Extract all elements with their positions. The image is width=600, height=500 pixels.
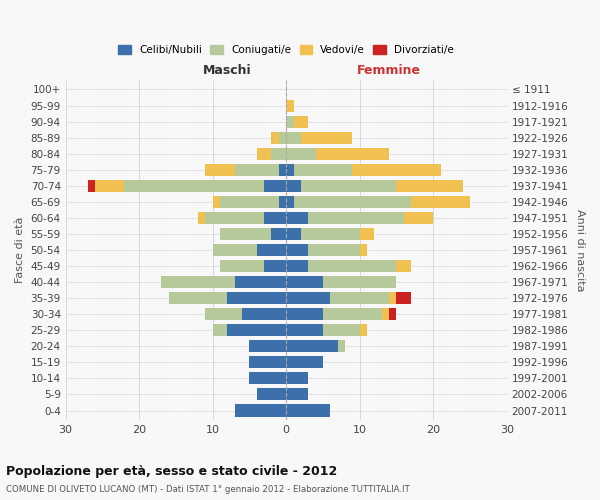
Bar — [286, 404, 331, 416]
Bar — [301, 180, 397, 192]
Bar — [352, 164, 440, 176]
Bar — [286, 132, 301, 143]
Bar — [293, 196, 411, 208]
Bar — [279, 196, 286, 208]
Bar — [250, 372, 286, 384]
Bar — [404, 212, 433, 224]
Bar — [257, 244, 286, 256]
Bar — [286, 116, 293, 128]
Bar — [264, 180, 286, 192]
Bar — [397, 260, 411, 272]
Bar — [286, 212, 308, 224]
Bar — [286, 340, 338, 352]
Bar — [286, 260, 308, 272]
Bar — [331, 292, 389, 304]
Bar — [308, 260, 397, 272]
Bar — [389, 292, 397, 304]
Bar — [227, 292, 286, 304]
Bar — [286, 292, 331, 304]
Bar — [308, 244, 360, 256]
Bar — [286, 196, 293, 208]
Bar — [301, 228, 360, 240]
Bar — [212, 244, 257, 256]
Bar — [286, 180, 301, 192]
Bar — [286, 308, 323, 320]
Bar — [212, 324, 227, 336]
Bar — [264, 260, 286, 272]
Bar — [279, 132, 286, 143]
Bar — [316, 148, 389, 160]
Bar — [95, 180, 124, 192]
Bar — [397, 292, 411, 304]
Bar — [338, 340, 345, 352]
Bar — [286, 388, 308, 400]
Bar — [360, 244, 367, 256]
Text: Maschi: Maschi — [203, 64, 251, 76]
Bar — [169, 292, 227, 304]
Bar — [286, 244, 308, 256]
Bar — [293, 116, 308, 128]
Text: Popolazione per età, sesso e stato civile - 2012: Popolazione per età, sesso e stato civil… — [6, 465, 337, 478]
Bar — [250, 356, 286, 368]
Legend: Celibi/Nubili, Coniugati/e, Vedovi/e, Divorziati/e: Celibi/Nubili, Coniugati/e, Vedovi/e, Di… — [114, 41, 458, 60]
Bar — [212, 196, 220, 208]
Bar — [220, 228, 271, 240]
Bar — [360, 228, 374, 240]
Bar — [205, 212, 264, 224]
Bar — [242, 308, 286, 320]
Bar — [286, 324, 323, 336]
Bar — [235, 164, 279, 176]
Bar — [301, 132, 352, 143]
Bar — [235, 276, 286, 288]
Bar — [198, 212, 205, 224]
Bar — [286, 228, 301, 240]
Bar — [308, 212, 404, 224]
Bar — [271, 148, 286, 160]
Bar — [124, 180, 264, 192]
Bar — [235, 404, 286, 416]
Text: Femmine: Femmine — [357, 64, 421, 76]
Bar — [286, 100, 293, 112]
Bar — [257, 388, 286, 400]
Bar — [220, 196, 279, 208]
Bar — [250, 340, 286, 352]
Bar — [286, 148, 316, 160]
Bar — [161, 276, 235, 288]
Bar — [271, 132, 279, 143]
Text: COMUNE DI OLIVETO LUCANO (MT) - Dati ISTAT 1° gennaio 2012 - Elaborazione TUTTIT: COMUNE DI OLIVETO LUCANO (MT) - Dati IST… — [6, 485, 410, 494]
Bar — [382, 308, 389, 320]
Bar — [286, 372, 308, 384]
Bar — [389, 308, 397, 320]
Bar — [205, 164, 235, 176]
Y-axis label: Fasce di età: Fasce di età — [15, 217, 25, 283]
Bar — [257, 148, 271, 160]
Bar — [271, 228, 286, 240]
Bar — [286, 276, 323, 288]
Bar — [220, 260, 264, 272]
Bar — [279, 164, 286, 176]
Y-axis label: Anni di nascita: Anni di nascita — [575, 208, 585, 291]
Bar — [264, 212, 286, 224]
Bar — [323, 276, 397, 288]
Bar — [286, 164, 293, 176]
Bar — [205, 308, 242, 320]
Bar — [227, 324, 286, 336]
Bar — [397, 180, 463, 192]
Bar — [323, 308, 382, 320]
Bar — [411, 196, 470, 208]
Bar — [323, 324, 360, 336]
Bar — [293, 164, 352, 176]
Bar — [88, 180, 95, 192]
Bar — [286, 356, 323, 368]
Bar — [360, 324, 367, 336]
